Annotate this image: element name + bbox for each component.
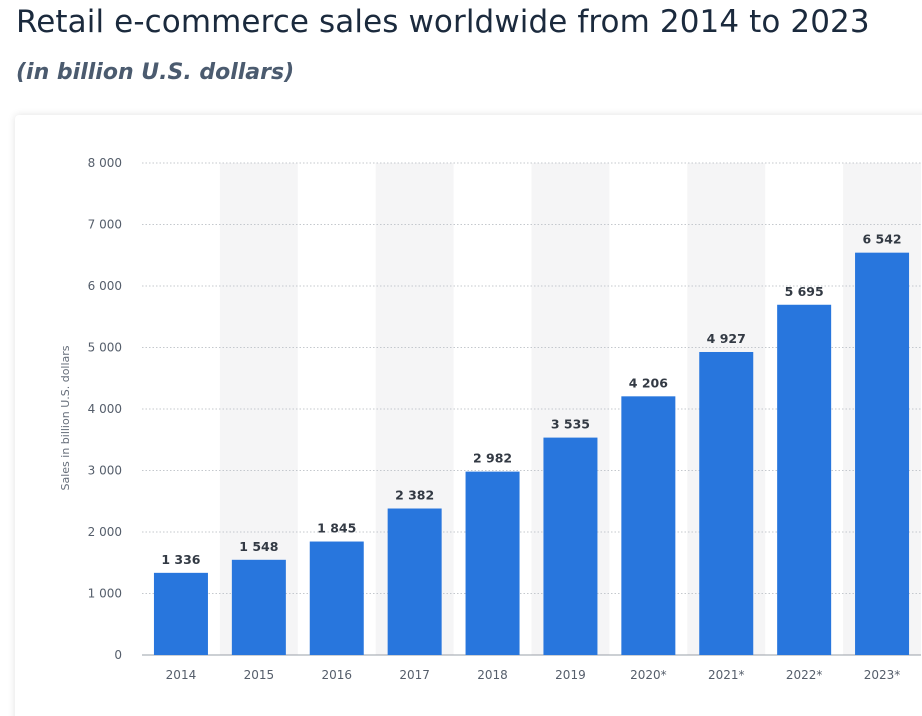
x-tick-label: 2017 bbox=[399, 668, 430, 682]
data-label: 6 542 bbox=[862, 232, 901, 247]
y-tick-label: 1 000 bbox=[88, 587, 122, 601]
data-label: 3 535 bbox=[551, 417, 590, 432]
bar bbox=[543, 437, 598, 655]
x-tick-label: 2015 bbox=[244, 668, 275, 682]
y-tick-label: 4 000 bbox=[88, 402, 122, 416]
x-tick-label: 2023* bbox=[864, 668, 901, 682]
x-tick-label: 2014 bbox=[166, 668, 197, 682]
bar bbox=[855, 252, 910, 656]
y-tick-label: 6 000 bbox=[88, 279, 122, 293]
y-tick-label: 8 000 bbox=[88, 156, 122, 170]
bar-chart: 0 1 000 2 000 3 000 4 000 5 000 6 000 7 000 8 00… bbox=[59, 156, 921, 682]
x-tick-label: 2020* bbox=[630, 668, 667, 682]
bar bbox=[777, 304, 832, 655]
data-label: 5 695 bbox=[785, 284, 824, 299]
y-axis-title: Sales in billion U.S. dollars bbox=[59, 345, 72, 490]
bar bbox=[699, 351, 754, 655]
data-label: 2 382 bbox=[395, 488, 434, 503]
bar bbox=[387, 508, 442, 655]
data-label: 1 548 bbox=[239, 539, 278, 554]
data-label: 1 845 bbox=[317, 521, 356, 536]
y-tick-label: 5 000 bbox=[88, 341, 122, 355]
chart-card: 0 1 000 2 000 3 000 4 000 5 000 6 000 7 000 8 00… bbox=[15, 115, 922, 716]
x-tick-label: 2022* bbox=[786, 668, 823, 682]
y-tick-label: 7 000 bbox=[88, 218, 122, 232]
bar bbox=[621, 396, 676, 655]
data-label: 2 982 bbox=[473, 451, 512, 466]
bar bbox=[465, 471, 520, 655]
data-label: 1 336 bbox=[161, 552, 200, 567]
chart-subtitle: (in billion U.S. dollars) bbox=[16, 60, 295, 85]
bar bbox=[309, 541, 364, 655]
y-tick-label: 3 000 bbox=[88, 464, 122, 478]
data-label: 4 927 bbox=[707, 331, 746, 346]
x-tick-label: 2021* bbox=[708, 668, 745, 682]
y-tick-label: 0 bbox=[114, 648, 122, 662]
y-tick-label: 2 000 bbox=[88, 525, 122, 539]
x-tick-label: 2016 bbox=[321, 668, 352, 682]
chart-title: Retail e-commerce sales worldwide from 2… bbox=[16, 4, 870, 40]
x-tick-label: 2019 bbox=[555, 668, 586, 682]
data-label: 4 206 bbox=[629, 375, 668, 390]
x-tick-label: 2018 bbox=[477, 668, 508, 682]
bar bbox=[153, 572, 208, 655]
bar bbox=[231, 559, 286, 655]
